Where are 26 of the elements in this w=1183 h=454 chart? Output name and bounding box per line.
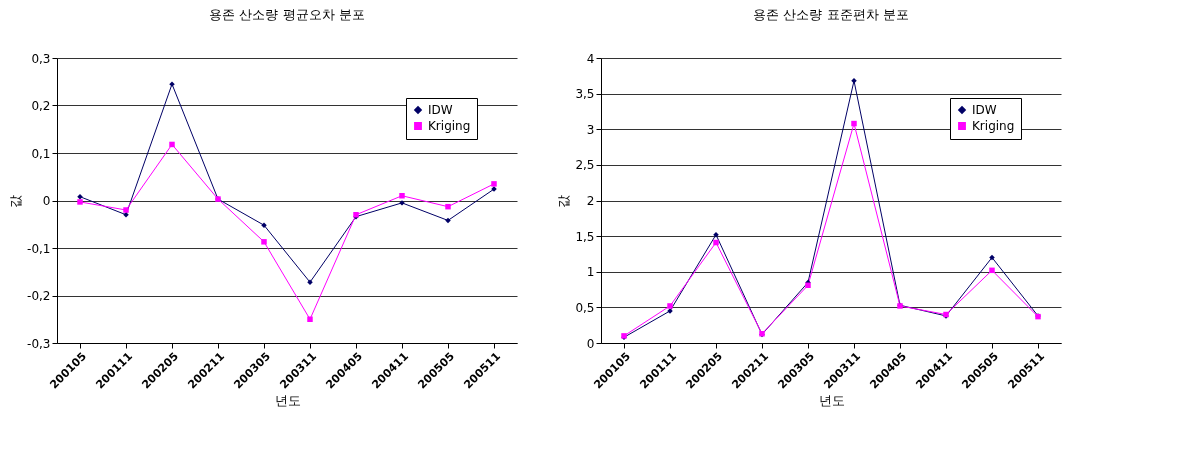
y-tick-label: 0,3 [31,51,51,66]
y-tick-label: 1 [586,265,595,280]
x-axis-title: 년도 [274,392,301,408]
y-tick-label: 0,5 [575,300,595,315]
y-tick-label: 3 [586,122,595,137]
chart-title: 용존 산소량 표준편차 분포 [753,7,909,22]
y-tick-label: 2,5 [575,158,595,173]
y-tick-label: 0 [586,336,595,351]
y-tick-label: 2 [586,194,595,208]
y-tick-label: 0 [42,194,51,208]
chart-title: 용존 산소량 평균오차 분포 [209,7,365,22]
x-axis-title: 년도 [818,392,845,408]
y-axis-title: 값 [556,194,572,208]
y-tick-label: 3,5 [575,87,595,102]
legend-label: IDW [428,103,453,117]
y-tick-label: 0,1 [31,146,51,161]
y-tick-label: 0,2 [31,99,51,113]
y-axis-title: 값 [8,194,24,208]
legend-label: IDW [972,103,997,117]
y-tick-label: -0,1 [27,241,51,256]
legend-label: Kriging [972,119,1015,133]
y-tick-label: 4 [586,51,595,66]
y-tick-label: 1,5 [575,229,595,244]
legend-label: Kriging [428,119,471,133]
y-tick-label: -0,3 [27,336,51,351]
y-tick-label: -0,2 [27,289,51,303]
